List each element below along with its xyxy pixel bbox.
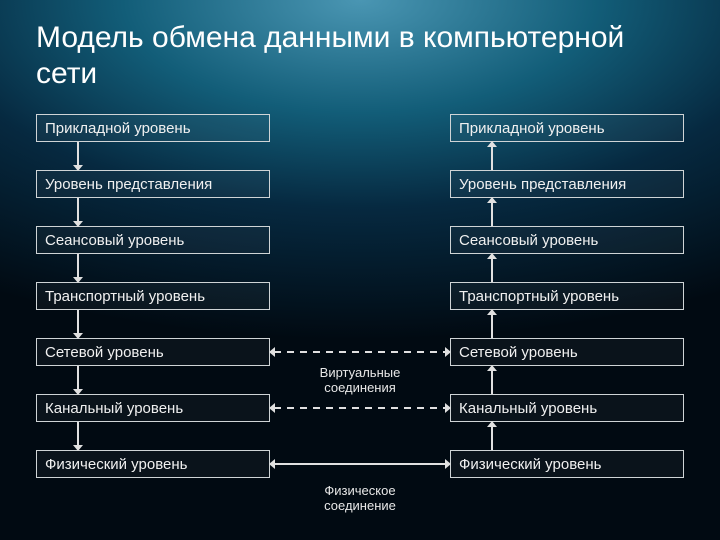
slide-title: Модель обмена данными в компьютерной сет…	[36, 20, 684, 92]
label-physical-connection: Физическое соединение	[270, 484, 450, 514]
diagram-area: Прикладной уровень Уровень представления…	[36, 114, 684, 490]
connectors-svg	[36, 114, 684, 538]
label-virtual-connections: Виртуальные соединения	[270, 366, 450, 396]
slide: Модель обмена данными в компьютерной сет…	[0, 0, 720, 540]
label-line: соединение	[324, 498, 396, 513]
label-line: Физическое	[324, 483, 395, 498]
label-line: Виртуальные	[320, 365, 401, 380]
label-line: соединения	[324, 380, 396, 395]
